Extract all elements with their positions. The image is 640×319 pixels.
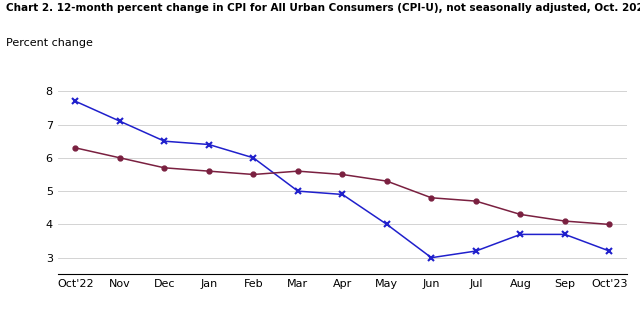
Text: Chart 2. 12-month percent change in CPI for All Urban Consumers (CPI-U), not sea: Chart 2. 12-month percent change in CPI … xyxy=(6,3,640,13)
Text: Percent change: Percent change xyxy=(6,38,93,48)
